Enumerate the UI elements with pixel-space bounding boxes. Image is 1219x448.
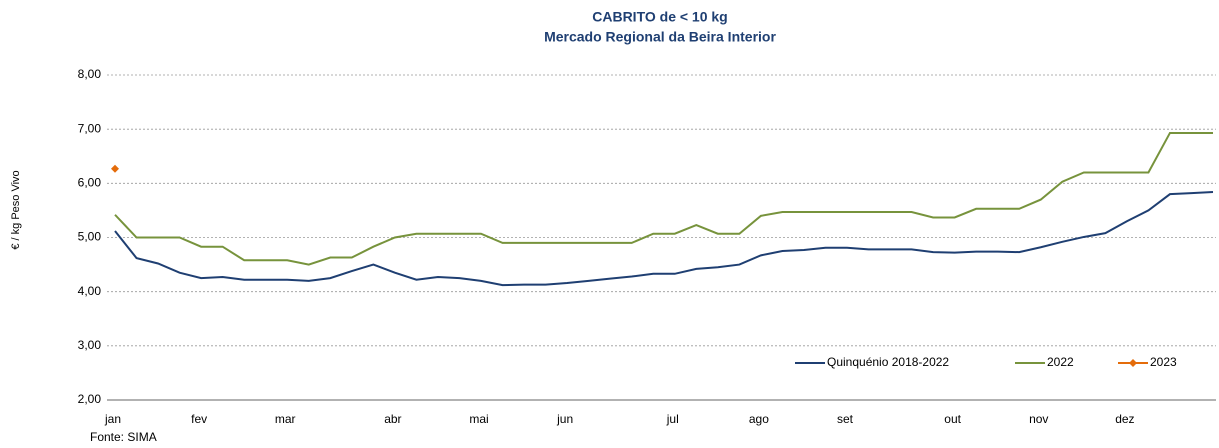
series-line: [114, 131, 1213, 266]
legend-label: Quinquénio 2018-2022: [827, 355, 949, 369]
y-tick-label: 5,00: [78, 230, 102, 244]
legend-label: 2023: [1150, 355, 1177, 369]
x-tick-label: dez: [1115, 412, 1134, 426]
source: Fonte: SIMA: [90, 430, 157, 444]
y-tick-label: 8,00: [78, 67, 102, 81]
x-tick-label: ago: [749, 412, 769, 426]
y-tick-label: 2,00: [78, 392, 102, 406]
x-tick-label: fev: [191, 412, 207, 426]
y-tick-label: 4,00: [78, 284, 102, 298]
x-tick-label: set: [837, 412, 854, 426]
series-line: [114, 191, 1214, 287]
x-tick-label: jul: [666, 412, 679, 426]
chart-subtitle: Mercado Regional da Beira Interior: [544, 29, 776, 45]
x-tick-label: nov: [1029, 412, 1048, 426]
x-tick-label: abr: [384, 412, 401, 426]
y-tick-label: 3,00: [78, 338, 102, 352]
x-tick-label: mai: [469, 412, 488, 426]
y-axis-label: € / kg Peso Vivo: [10, 170, 22, 249]
x-tick-label: jan: [104, 412, 121, 426]
y-tick-label: 7,00: [78, 121, 102, 135]
legend-label: 2022: [1047, 355, 1074, 369]
x-tick-label: out: [944, 412, 961, 426]
chart-title: CABRITO de < 10 kg: [592, 9, 728, 25]
x-tick-label: jun: [556, 412, 573, 426]
point: [111, 164, 119, 173]
x-tick-label: mar: [275, 412, 296, 426]
y-tick-label: 6,00: [78, 176, 102, 190]
legend-marker: [1129, 359, 1137, 367]
